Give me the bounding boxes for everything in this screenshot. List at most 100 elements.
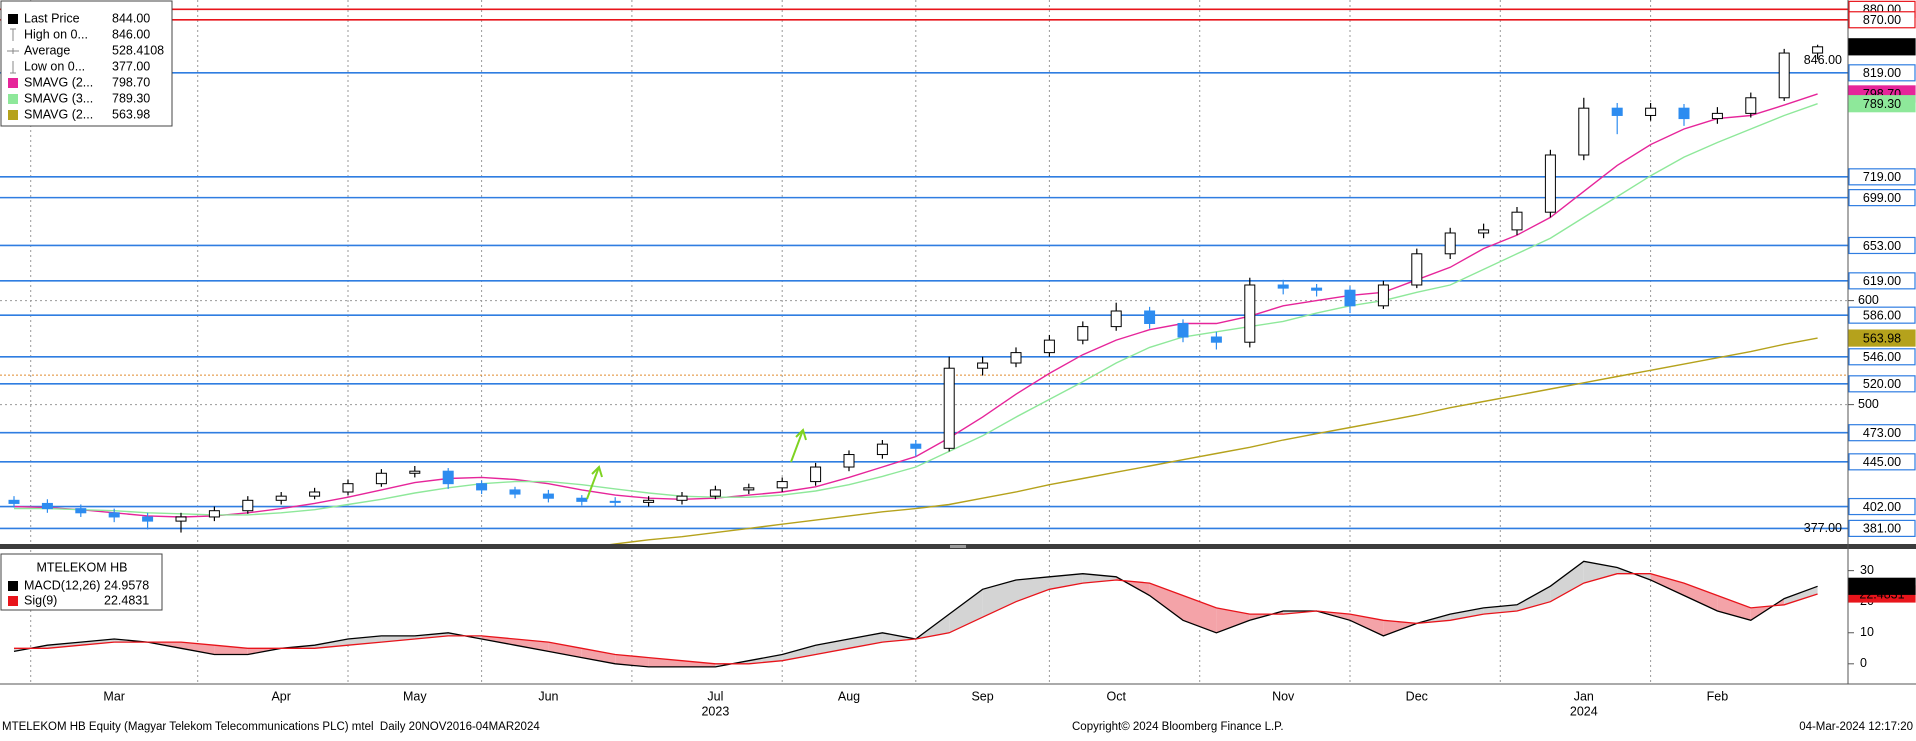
candle-body <box>108 512 120 518</box>
x-tick-label: Aug <box>838 689 860 703</box>
x-tick-label: Dec <box>1406 689 1428 703</box>
candle-body <box>676 495 688 501</box>
macd-fill <box>1350 614 1384 636</box>
candle-body <box>175 516 187 522</box>
macd-fill <box>1216 607 1250 633</box>
level-label: 381.00 <box>1863 522 1901 536</box>
candle-body <box>1544 154 1556 213</box>
candle-body <box>1244 284 1256 343</box>
legend-value: 798.70 <box>112 75 150 89</box>
macd-fill <box>1383 620 1417 636</box>
series-tag-box <box>1848 329 1916 347</box>
extreme-label: 377.00 <box>1804 521 1842 535</box>
legend-label: Sig(9) <box>24 593 57 607</box>
candle-body <box>41 502 53 510</box>
last-price-tag-box <box>1848 38 1916 56</box>
legend-box <box>0 0 173 127</box>
legend-label: SMAVG (2... <box>24 75 93 89</box>
level-label-box <box>1848 375 1916 393</box>
candle-body <box>1210 336 1222 343</box>
legend-marker <box>8 581 18 591</box>
candle-body <box>1144 310 1156 324</box>
legend-label: Low on 0... <box>24 59 85 73</box>
x-tick-label: Sep <box>971 689 993 703</box>
x-tick-label: Jun <box>538 689 558 703</box>
x-tick-label: Mar <box>103 689 125 703</box>
macd-fill <box>214 645 248 655</box>
footer-timestamp: 04-Mar-2024 12:17:20 <box>1799 721 1913 733</box>
candle-body <box>242 499 254 512</box>
x-tick-label: Oct <box>1106 689 1126 703</box>
candle-body <box>208 510 220 518</box>
candle-body <box>1578 107 1590 156</box>
x-year-label: 2023 <box>701 704 729 718</box>
legend-label: High on 0... <box>24 27 88 41</box>
candle-body <box>1010 352 1022 364</box>
level-label-box <box>1848 497 1916 516</box>
y-tick-label: 500 <box>1858 397 1879 411</box>
series-tag-box <box>1848 95 1916 113</box>
macd-fill <box>748 654 783 664</box>
macd-fill <box>1550 561 1584 602</box>
candle-body <box>509 489 521 495</box>
macd-line <box>14 573 1818 665</box>
macd-fill <box>682 660 716 667</box>
candle-body <box>709 489 721 497</box>
level-label-box <box>1848 519 1916 537</box>
macd-legend-box <box>0 553 163 611</box>
macd-title: MTELEKOM HB <box>37 560 128 574</box>
macd-panel <box>13 560 1818 668</box>
candle-body <box>476 483 488 491</box>
candle-body <box>1678 107 1690 120</box>
candle-body <box>1745 97 1757 114</box>
candle-body <box>8 499 20 504</box>
macd-fill <box>1684 583 1718 612</box>
candle-body <box>876 443 888 456</box>
grid-layer <box>0 0 1848 684</box>
footer-source: MTELEKOM HB Equity (Magyar Telekom Telec… <box>2 721 540 733</box>
level-label-box <box>1848 348 1916 366</box>
macd-fill <box>1149 583 1183 621</box>
legend-label: Average <box>24 43 70 57</box>
macd-fill <box>80 638 115 646</box>
macd-fill <box>1650 573 1684 596</box>
macd-fill <box>1784 586 1818 605</box>
candle-body <box>375 472 387 485</box>
level-label: 719.00 <box>1863 170 1901 184</box>
candle-body <box>1645 107 1657 116</box>
legend-value: 844.00 <box>112 11 150 25</box>
legend-value: 22.4831 <box>104 593 149 607</box>
level-label: 402.00 <box>1863 500 1901 514</box>
candle-body <box>776 481 788 489</box>
macd-fill <box>1517 586 1551 612</box>
macd-fill <box>1483 604 1517 615</box>
candle-body <box>1311 287 1323 291</box>
candle-body <box>576 497 588 502</box>
annotation-arrow <box>586 465 603 500</box>
level-label: 473.00 <box>1863 426 1901 440</box>
x-year-label: 2024 <box>1570 704 1598 718</box>
level-label: 520.00 <box>1863 377 1901 391</box>
candle-body <box>1043 339 1055 354</box>
macd-fill <box>882 632 916 643</box>
y-tick-label: 10 <box>1860 625 1874 639</box>
level-label-box <box>1848 424 1916 442</box>
candle-body <box>609 500 621 503</box>
candle-body <box>1177 322 1189 338</box>
candle-body <box>75 508 87 514</box>
macd-fill <box>181 642 215 655</box>
y-tick-label: 30 <box>1860 563 1874 577</box>
legend-value: 528.4108 <box>112 43 164 57</box>
macd-fill <box>1583 561 1618 584</box>
legend: Last Price 844.00 High on 0... 846.00 Averag… <box>7 11 164 607</box>
candle-body <box>810 466 822 483</box>
x-tick-label: Jan <box>1574 689 1594 703</box>
macd-fill <box>815 638 849 655</box>
macd-fill <box>1049 573 1083 590</box>
candle-body <box>643 499 655 503</box>
x-tick-label: Nov <box>1272 689 1295 703</box>
macd-fill <box>1016 576 1050 602</box>
last-price-tag: 844.00 <box>1863 40 1901 54</box>
